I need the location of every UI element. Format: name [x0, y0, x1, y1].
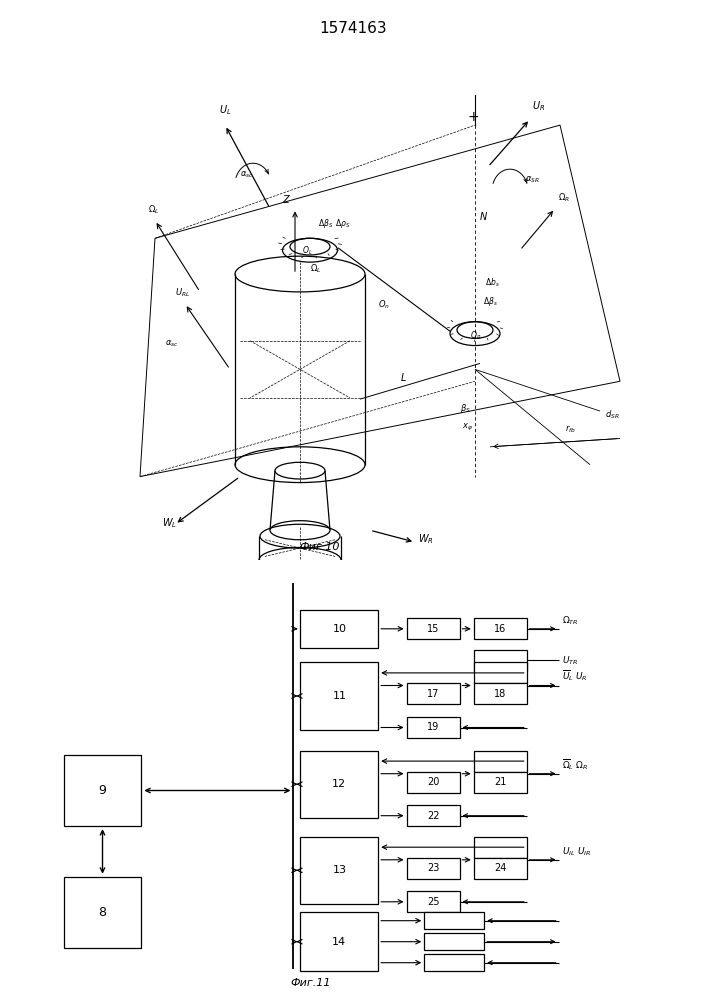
Text: $\beta_S$: $\beta_S$	[460, 402, 471, 415]
Text: $\Omega_R$: $\Omega_R$	[558, 191, 570, 204]
Text: $O_n$: $O_n$	[378, 298, 390, 311]
Text: $\Delta b_s$: $\Delta b_s$	[485, 277, 500, 289]
Text: 14: 14	[332, 937, 346, 947]
Text: 18: 18	[494, 689, 506, 699]
Text: $\overline{\Omega}_L\ \Omega_R$: $\overline{\Omega}_L\ \Omega_R$	[562, 757, 588, 772]
Text: 19: 19	[427, 722, 439, 732]
Text: $U_R$: $U_R$	[532, 100, 545, 113]
Text: $\alpha_{SR}$: $\alpha_{SR}$	[525, 174, 539, 185]
Text: $L$: $L$	[400, 371, 407, 383]
Text: $\alpha_{sc}$: $\alpha_{sc}$	[240, 169, 254, 180]
Text: $U_L$: $U_L$	[218, 103, 231, 117]
Text: $x_\varphi$: $x_\varphi$	[462, 422, 473, 433]
Text: 20: 20	[427, 777, 439, 787]
Bar	[407, 772, 460, 793]
Text: 24: 24	[494, 863, 506, 873]
Text: Фиг.11: Фиг.11	[291, 978, 332, 988]
Text: $\alpha_{sc}$: $\alpha_{sc}$	[165, 339, 179, 349]
Bar	[474, 683, 527, 704]
Text: 12: 12	[332, 779, 346, 789]
Text: +: +	[467, 110, 479, 124]
Bar	[300, 751, 378, 818]
Text: 9: 9	[98, 784, 107, 797]
Bar	[407, 618, 460, 639]
Text: $\Delta\beta_s$: $\Delta\beta_s$	[483, 295, 498, 308]
Text: $O_R$: $O_R$	[470, 329, 481, 342]
Text: $d_{SR}$: $d_{SR}$	[605, 408, 619, 421]
Text: $\Omega_L$: $\Omega_L$	[310, 263, 322, 275]
Bar	[407, 858, 460, 879]
Text: $\Delta\rho_S$: $\Delta\rho_S$	[335, 217, 350, 230]
Bar	[474, 618, 527, 639]
Text: $\Omega_{TR}$: $\Omega_{TR}$	[562, 614, 579, 627]
Text: $\Delta\beta_S$: $\Delta\beta_S$	[318, 217, 333, 230]
Text: $W_R$: $W_R$	[418, 532, 433, 546]
Bar	[300, 662, 378, 730]
Bar	[407, 683, 460, 704]
Bar	[474, 650, 527, 671]
Text: $Z$: $Z$	[282, 193, 291, 205]
Text: $r_{fb}$: $r_{fb}$	[565, 423, 576, 435]
Text: 10: 10	[332, 624, 346, 634]
Text: 21: 21	[494, 777, 506, 787]
Text: $U_{TR}$: $U_{TR}$	[562, 654, 578, 667]
Bar	[407, 717, 460, 738]
Text: $W_L$: $W_L$	[162, 517, 177, 530]
Text: 11: 11	[332, 691, 346, 701]
Bar	[474, 837, 527, 858]
Text: Фиг.10: Фиг.10	[300, 542, 340, 552]
Bar	[424, 954, 484, 971]
Text: 22: 22	[427, 811, 439, 821]
Bar	[424, 912, 484, 929]
Text: 8: 8	[98, 906, 107, 919]
Text: 23: 23	[427, 863, 439, 873]
Text: 16: 16	[494, 624, 506, 634]
Bar	[407, 805, 460, 826]
Bar	[474, 751, 527, 772]
Bar	[424, 933, 484, 950]
Bar	[64, 877, 141, 948]
Text: 25: 25	[427, 897, 439, 907]
Text: $U_{IL}\ U_{IR}$: $U_{IL}\ U_{IR}$	[562, 845, 592, 858]
Bar	[474, 662, 527, 683]
Bar	[474, 772, 527, 793]
Text: $\overline{U}_L\ U_R$: $\overline{U}_L\ U_R$	[562, 669, 588, 683]
Text: $U_{RL}$: $U_{RL}$	[175, 286, 190, 299]
Text: $\Omega_L$: $\Omega_L$	[148, 203, 159, 216]
Text: 13: 13	[332, 865, 346, 875]
Bar	[300, 610, 378, 648]
Bar	[64, 755, 141, 826]
Text: 17: 17	[427, 689, 439, 699]
Text: 1574163: 1574163	[319, 21, 387, 36]
Bar	[474, 858, 527, 879]
Bar	[300, 837, 378, 904]
Bar	[300, 912, 378, 971]
Text: $O_L$: $O_L$	[302, 245, 312, 257]
Text: 15: 15	[427, 624, 439, 634]
Text: N: N	[480, 212, 487, 222]
Bar	[407, 891, 460, 912]
